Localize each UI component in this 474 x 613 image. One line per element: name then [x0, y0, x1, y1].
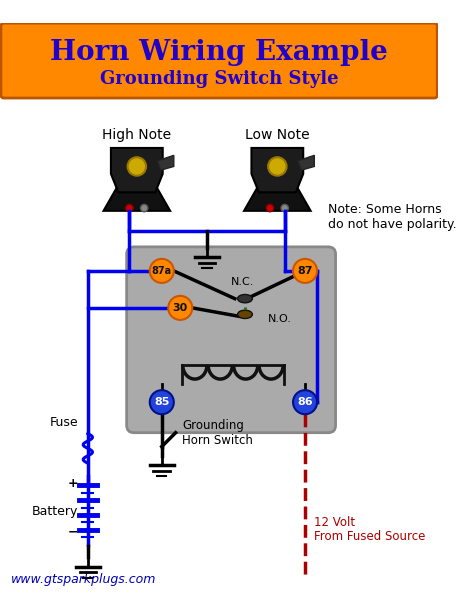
Circle shape: [293, 390, 317, 414]
Text: 87: 87: [297, 266, 313, 276]
Text: From Fused Source: From Fused Source: [314, 530, 426, 543]
Polygon shape: [251, 148, 303, 192]
Text: N.C.: N.C.: [230, 276, 254, 287]
Text: 12 Volt: 12 Volt: [314, 516, 356, 529]
Text: High Note: High Note: [102, 128, 172, 142]
FancyBboxPatch shape: [127, 247, 336, 433]
Text: Note: Some Horns
do not have polarity.: Note: Some Horns do not have polarity.: [328, 204, 457, 232]
Text: Fuse: Fuse: [50, 416, 79, 429]
FancyBboxPatch shape: [1, 23, 438, 98]
Circle shape: [268, 157, 287, 176]
Ellipse shape: [237, 310, 252, 319]
Text: www.gtsparkplugs.com: www.gtsparkplugs.com: [11, 573, 156, 586]
Polygon shape: [111, 148, 163, 192]
Circle shape: [293, 259, 317, 283]
Text: +: +: [67, 478, 78, 490]
Text: 87a: 87a: [152, 266, 172, 276]
Polygon shape: [103, 185, 170, 211]
Circle shape: [140, 204, 148, 211]
Text: Horn Wiring Example: Horn Wiring Example: [50, 39, 388, 66]
Polygon shape: [298, 155, 314, 170]
Text: Battery: Battery: [32, 504, 79, 518]
Polygon shape: [244, 185, 310, 211]
Circle shape: [126, 204, 133, 211]
Circle shape: [150, 259, 174, 283]
Text: −: −: [67, 525, 78, 538]
Text: Low Note: Low Note: [245, 128, 310, 142]
Text: 85: 85: [154, 397, 170, 407]
Circle shape: [168, 296, 192, 320]
Text: Grounding
Horn Switch: Grounding Horn Switch: [182, 419, 253, 447]
Ellipse shape: [237, 294, 252, 303]
Text: 86: 86: [297, 397, 313, 407]
Polygon shape: [157, 155, 174, 170]
Text: N.O.: N.O.: [268, 314, 292, 324]
Text: 30: 30: [173, 303, 188, 313]
Circle shape: [128, 157, 146, 176]
Circle shape: [266, 204, 273, 211]
Text: Grounding Switch Style: Grounding Switch Style: [100, 70, 338, 88]
Circle shape: [281, 204, 288, 211]
Circle shape: [150, 390, 174, 414]
